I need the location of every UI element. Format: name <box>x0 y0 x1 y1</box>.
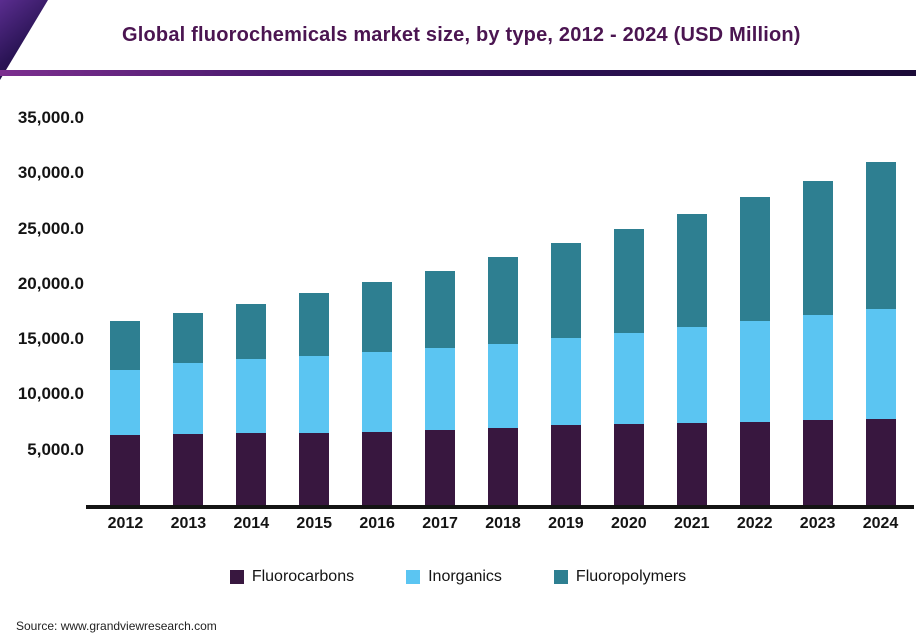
bar-segment-inorganics <box>236 359 267 434</box>
x-axis-label: 2022 <box>736 515 773 532</box>
legend-swatch-fluorocarbons <box>229 570 244 584</box>
bar-segment-inorganics <box>802 314 833 420</box>
legend-label: Fluorocarbons <box>251 568 355 585</box>
bar-segment-inorganics <box>173 363 204 435</box>
y-axis-label: 20,000.0 <box>17 273 84 293</box>
bar-segment-inorganics <box>425 348 456 430</box>
bar-2024 <box>865 162 896 505</box>
bar-segment-fluorocarbons <box>865 418 896 505</box>
chart-title: Global fluorochemicals market size, by t… <box>122 24 801 46</box>
bar-segment-inorganics <box>676 327 707 424</box>
bar-segment-inorganics <box>550 338 581 426</box>
bar-2016 <box>362 281 393 505</box>
x-axis-label: 2024 <box>862 515 899 532</box>
header-gradient-divider <box>0 70 916 76</box>
bar-segment-fluorocarbons <box>110 435 141 505</box>
bar-segment-fluoropolymers <box>676 214 707 327</box>
bar-segment-fluoropolymers <box>613 228 644 333</box>
legend-item-fluoropolymers: Fluoropolymers <box>553 568 687 586</box>
bar-2021 <box>676 214 707 505</box>
x-axis-label: 2014 <box>233 515 270 532</box>
x-axis-label: 2013 <box>170 515 207 532</box>
x-axis-label: 2021 <box>673 515 710 532</box>
bar-segment-inorganics <box>487 343 518 428</box>
x-axis-label: 2012 <box>107 515 144 532</box>
legend: Fluorocarbons Inorganics Fluoropolymers <box>0 568 916 586</box>
y-axis-label: 10,000.0 <box>17 384 84 404</box>
bar-segment-fluoropolymers <box>425 270 456 348</box>
y-axis: 5,000.0 10,000.0 15,000.0 20,000.0 25,000.0 3… <box>0 108 86 505</box>
bar-segment-fluorocarbons <box>425 429 456 505</box>
bar-segment-fluorocarbons <box>236 433 267 505</box>
bar-segment-fluoropolymers <box>550 242 581 339</box>
bar-segment-fluoropolymers <box>802 181 833 315</box>
bar-segment-fluorocarbons <box>613 424 644 505</box>
bar-2012 <box>110 321 141 505</box>
bar-segment-inorganics <box>110 370 141 436</box>
bar-2023 <box>802 181 833 505</box>
bar-segment-inorganics <box>865 309 896 419</box>
bar-2022 <box>739 196 770 505</box>
bar-segment-fluorocarbons <box>802 419 833 505</box>
bar-segment-fluoropolymers <box>865 162 896 310</box>
legend-swatch-inorganics <box>406 570 421 584</box>
bar-segment-inorganics <box>613 332 644 425</box>
bar-2014 <box>236 303 267 505</box>
x-axis-label: 2016 <box>359 515 395 532</box>
bar-segment-fluorocarbons <box>739 422 770 505</box>
legend-item-fluorocarbons: Fluorocarbons <box>229 568 355 586</box>
x-axis: 2012 2013 2014 2015 2016 2017 2018 2019 2020 2021… <box>94 515 912 533</box>
y-axis-label: 30,000.0 <box>17 163 84 183</box>
bar-segment-fluorocarbons <box>173 434 204 505</box>
legend-swatch-fluoropolymers <box>553 570 568 584</box>
bar-2018 <box>487 257 518 505</box>
bar-segment-fluoropolymers <box>362 281 393 353</box>
bar-segment-fluorocarbons <box>487 427 518 505</box>
bar-segment-fluoropolymers <box>236 303 267 360</box>
bar-2013 <box>173 312 204 505</box>
corner-triangle-decoration <box>0 0 48 80</box>
plot-area <box>94 118 912 505</box>
bar-segment-fluoropolymers <box>739 196 770 322</box>
y-axis-label: 15,000.0 <box>17 329 84 349</box>
x-axis-label: 2020 <box>611 515 647 532</box>
bar-segment-fluoropolymers <box>299 292 330 356</box>
bar-segment-inorganics <box>362 352 393 433</box>
bar-segment-fluoropolymers <box>487 257 518 344</box>
x-axis-label: 2015 <box>296 515 333 532</box>
bar-2020 <box>613 228 644 505</box>
legend-label: Fluoropolymers <box>575 568 687 585</box>
y-axis-label: 35,000.0 <box>17 108 84 127</box>
bar-segment-fluorocarbons <box>676 423 707 505</box>
legend-item-inorganics: Inorganics <box>406 568 502 586</box>
bar-segment-fluoropolymers <box>110 321 141 371</box>
bar-segment-fluoropolymers <box>173 312 204 364</box>
source-text: Source: www.grandviewresearch.com <box>16 619 217 633</box>
bar-segment-fluorocarbons <box>299 433 330 505</box>
bar-segment-fluorocarbons <box>362 432 393 505</box>
bar-2015 <box>299 292 330 505</box>
x-axis-label: 2023 <box>799 515 836 532</box>
bar-segment-inorganics <box>299 355 330 434</box>
x-axis-label: 2018 <box>485 515 521 532</box>
bar-2019 <box>550 242 581 505</box>
y-axis-label: 5,000.0 <box>27 439 84 459</box>
y-axis-label: 25,000.0 <box>17 218 84 238</box>
bar-segment-fluorocarbons <box>550 425 581 505</box>
legend-label: Inorganics <box>428 568 502 585</box>
x-axis-label: 2017 <box>422 515 458 532</box>
x-axis-line <box>86 505 914 509</box>
x-axis-label: 2019 <box>548 515 584 532</box>
bar-segment-inorganics <box>739 321 770 423</box>
bar-2017 <box>425 270 456 505</box>
